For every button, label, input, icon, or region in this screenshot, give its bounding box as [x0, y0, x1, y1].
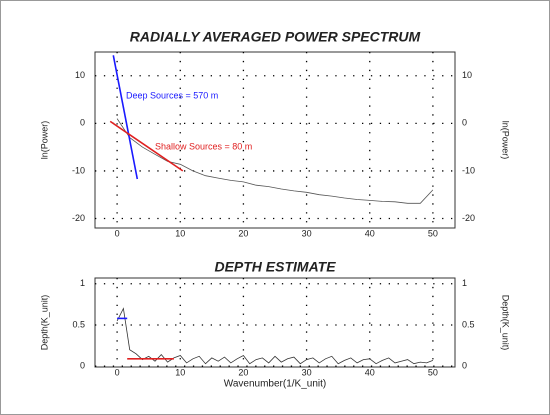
- y2-axis-label: ln(Power): [501, 121, 511, 160]
- y-axis-label: Depth(K_unit): [39, 295, 49, 351]
- x-tick-label: 50: [428, 367, 438, 377]
- x-tick-label: 10: [175, 367, 185, 377]
- x-tick-label: 0: [115, 367, 120, 377]
- x-tick-label: 20: [238, 367, 248, 377]
- annotation: Shallow Sources = 80 m: [155, 141, 252, 151]
- y2-tick-label: 0.5: [462, 319, 475, 329]
- x-tick-label: 20: [238, 228, 248, 238]
- plot-area: [94, 51, 456, 229]
- x-tick-label: 50: [428, 228, 438, 238]
- y2-tick-label: -20: [462, 213, 475, 223]
- x-tick-label: 30: [302, 228, 312, 238]
- annotation: Deep Sources = 570 m: [126, 90, 218, 100]
- y-tick-label: 0: [80, 361, 85, 371]
- y2-tick-label: 1: [462, 278, 467, 288]
- y-tick-label: 0.5: [72, 319, 85, 329]
- y-tick-label: 0: [80, 118, 85, 128]
- chart-title: RADIALLY AVERAGED POWER SPECTRUM: [130, 29, 421, 45]
- y2-tick-label: 0: [462, 361, 467, 371]
- x-tick-label: 10: [175, 228, 185, 238]
- y-tick-label: -20: [72, 213, 85, 223]
- x-tick-label: 30: [302, 367, 312, 377]
- plot-area: [94, 277, 456, 368]
- series-line: [109, 120, 184, 172]
- chart-title: DEPTH ESTIMATE: [214, 259, 336, 275]
- x-tick-label: 40: [365, 228, 375, 238]
- y2-axis-label: Depth(K_unit): [501, 295, 511, 351]
- x-tick-label: 0: [115, 228, 120, 238]
- y-tick-label: 10: [75, 70, 85, 80]
- y2-tick-label: 0: [462, 118, 467, 128]
- x-axis-label: Wavenumber(1/K_unit): [224, 379, 326, 390]
- y2-tick-label: 10: [462, 70, 472, 80]
- y2-tick-label: -10: [462, 165, 475, 175]
- series-line: [116, 307, 434, 365]
- y-axis-label: ln(Power): [39, 121, 49, 160]
- y-tick-label: 1: [80, 278, 85, 288]
- y-tick-label: -10: [72, 165, 85, 175]
- x-tick-label: 40: [365, 367, 375, 377]
- series-line: [112, 55, 139, 180]
